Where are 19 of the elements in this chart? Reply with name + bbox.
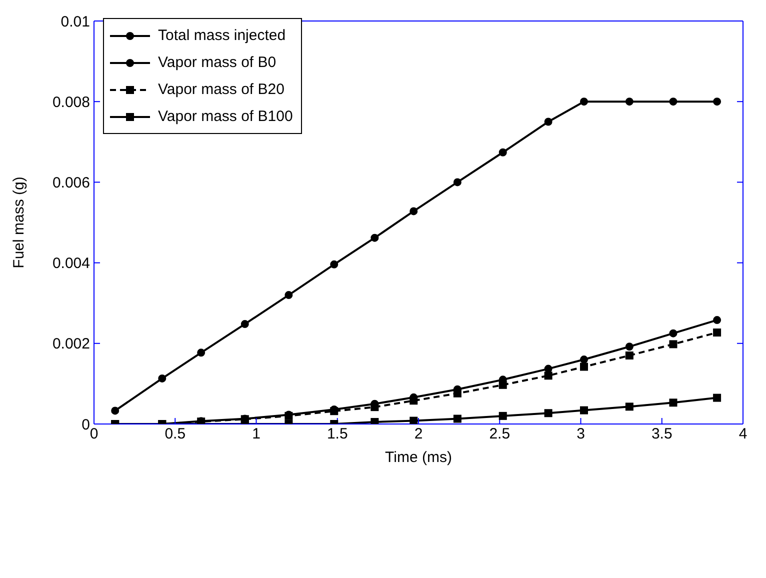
- x-tick-label: 1: [252, 426, 260, 443]
- x-tick-label: 0.5: [164, 426, 186, 443]
- x-tick-label: 1.5: [326, 426, 348, 443]
- y-tick-label: 0.006: [52, 174, 90, 192]
- legend-label: Vapor mass of B20: [158, 81, 284, 98]
- y-tick-label: 0.01: [60, 13, 90, 30]
- y-axis-title: Fuel mass (g): [10, 176, 28, 268]
- legend-label: Vapor mass of B100: [158, 108, 293, 125]
- x-tick-label: 4: [738, 426, 748, 443]
- x-tick-label: 2: [414, 426, 423, 443]
- y-tick-label: 0.002: [52, 336, 90, 353]
- y-tick-label: 0.008: [52, 94, 90, 111]
- y-tick-label: 0.004: [52, 255, 90, 272]
- legend-label: Total mass injected: [158, 27, 286, 44]
- x-tick-label: 3.5: [651, 426, 672, 443]
- legend-label: Vapor mass of B0: [158, 54, 276, 71]
- x-tick-label: 3: [576, 426, 585, 443]
- x-tick-label: 2.5: [489, 426, 510, 443]
- x-axis-title: Time (ms): [385, 449, 452, 466]
